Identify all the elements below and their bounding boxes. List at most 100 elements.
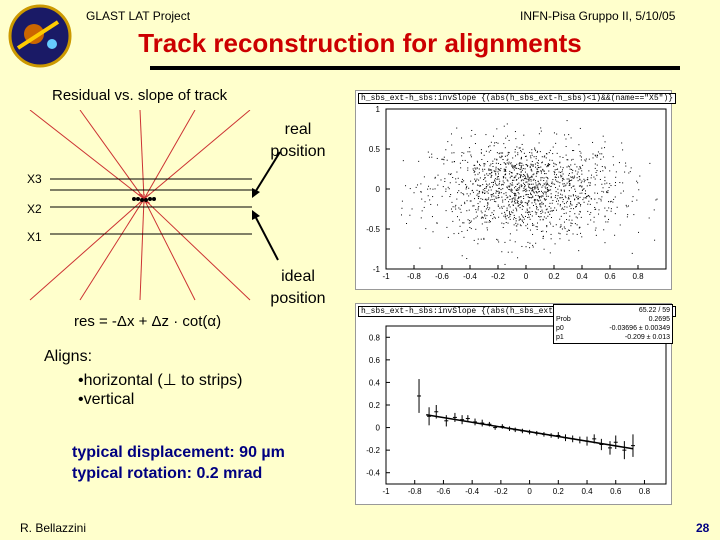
top-point: [562, 173, 564, 175]
top-point: [494, 182, 496, 184]
top-point: [510, 190, 512, 192]
top-point: [580, 204, 582, 206]
top-point: [499, 191, 501, 193]
top-point: [554, 163, 556, 165]
top-point: [547, 195, 549, 197]
top-point: [569, 211, 571, 213]
top-point: [515, 167, 517, 169]
top-point: [489, 221, 491, 223]
top-point: [463, 236, 465, 238]
top-point: [566, 178, 568, 180]
top-point: [638, 189, 640, 191]
top-point: [511, 184, 513, 186]
top-point: [531, 190, 533, 192]
top-point: [529, 213, 531, 215]
top-point: [557, 176, 559, 178]
top-point: [525, 178, 527, 180]
top-point: [631, 252, 633, 254]
top-point: [565, 184, 567, 186]
top-point: [546, 187, 548, 189]
top-point: [529, 183, 531, 185]
top-point: [475, 179, 477, 181]
top-point: [483, 163, 485, 165]
top-point: [452, 206, 454, 208]
top-point: [555, 191, 557, 193]
top-point: [490, 215, 492, 217]
top-point: [487, 202, 489, 204]
top-point: [485, 217, 487, 219]
top-point: [402, 160, 404, 162]
top-point: [583, 178, 585, 180]
top-point: [597, 151, 599, 153]
top-point: [509, 218, 511, 220]
top-point: [568, 183, 570, 185]
top-point: [530, 178, 532, 180]
top-point: [544, 212, 546, 214]
top-point: [608, 207, 610, 209]
top-point: [504, 169, 506, 171]
top-point: [455, 204, 457, 206]
top-point: [467, 161, 469, 163]
top-point: [552, 199, 554, 201]
top-point: [495, 174, 497, 176]
ideal-arrow: [253, 213, 279, 261]
top-point: [532, 233, 534, 235]
top-point: [505, 137, 507, 139]
top-point: [541, 209, 543, 211]
top-point: [504, 163, 506, 165]
top-point: [560, 197, 562, 199]
top-point: [484, 188, 486, 190]
top-point: [579, 226, 581, 228]
top-point: [613, 198, 615, 200]
real-position-label: real position: [270, 121, 326, 160]
top-point: [508, 188, 510, 190]
top-point: [478, 184, 480, 186]
top-point: [489, 186, 491, 188]
top-point: [549, 202, 551, 204]
top-point: [517, 198, 519, 200]
top-point: [456, 127, 458, 129]
top-point: [540, 170, 542, 172]
top-point: [518, 168, 520, 170]
top-point: [484, 190, 486, 192]
top-point: [485, 134, 487, 136]
top-point: [545, 182, 547, 184]
top-point: [492, 184, 494, 186]
top-point: [500, 189, 502, 191]
top-point: [496, 191, 498, 193]
top-point: [604, 207, 606, 209]
top-point: [626, 216, 628, 218]
top-point: [596, 170, 598, 172]
top-point: [503, 182, 505, 184]
top-point: [482, 198, 484, 200]
top-point: [513, 169, 515, 171]
top-point: [582, 164, 584, 166]
top-point: [523, 178, 525, 180]
top-point: [541, 195, 543, 197]
top-point: [543, 216, 545, 218]
top-point: [506, 155, 508, 157]
top-point: [539, 195, 541, 197]
top-point: [536, 187, 538, 189]
top-point: [575, 206, 577, 208]
top-point: [601, 196, 603, 198]
top-point: [488, 209, 490, 211]
top-point: [443, 159, 445, 161]
top-point: [459, 208, 461, 210]
top-point: [541, 156, 543, 158]
top-point: [506, 159, 508, 161]
top-point: [547, 190, 549, 192]
top-point: [547, 189, 549, 191]
top-point: [516, 210, 518, 212]
top-point: [538, 196, 540, 198]
top-point: [532, 246, 534, 248]
top-point: [496, 128, 498, 130]
top-point: [495, 201, 497, 203]
track-ray-3: [141, 110, 196, 204]
top-point: [555, 142, 557, 144]
top-point: [420, 191, 422, 193]
top-point: [579, 210, 581, 212]
top-point: [508, 204, 510, 206]
top-point: [563, 183, 565, 185]
top-point: [556, 180, 558, 182]
